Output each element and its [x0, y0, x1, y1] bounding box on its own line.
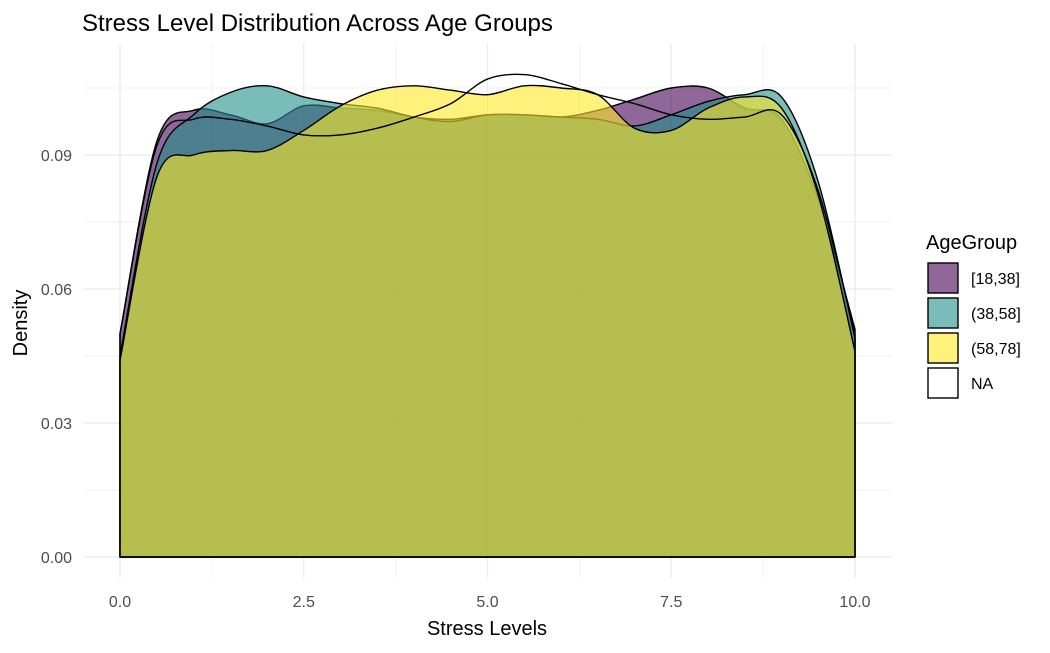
legend-swatch-58-78 [927, 332, 959, 364]
x-tick-labels: 0.0 2.5 5.0 7.5 10.0 [109, 594, 871, 611]
legend-title: AgeGroup [926, 232, 1017, 254]
legend-label: (58,78] [971, 341, 1021, 358]
x-tick-label: 0.0 [109, 594, 131, 611]
x-tick-label: 7.5 [660, 594, 682, 611]
x-tick-label: 10.0 [839, 594, 870, 611]
density-areas [119, 73, 856, 558]
legend-swatch-18-38 [927, 262, 959, 294]
x-tick-label: 5.0 [476, 594, 498, 611]
chart-title: Stress Level Distribution Across Age Gro… [82, 10, 553, 37]
x-tick-label: 2.5 [293, 594, 315, 611]
y-tick-label: 0.09 [41, 148, 72, 165]
legend: AgeGroup [18,38] (38,58] (58,78] NA [926, 232, 1021, 399]
legend-swatch-38-58 [927, 297, 959, 329]
legend-swatch-na [927, 367, 959, 399]
y-tick-labels: 0.00 0.03 0.06 0.09 [41, 148, 72, 567]
density-area-58-78 [119, 84, 856, 558]
y-tick-label: 0.00 [41, 550, 72, 567]
legend-label: [18,38] [971, 271, 1020, 288]
density-area-na [119, 73, 856, 558]
legend-items: [18,38] (38,58] (58,78] NA [927, 262, 1021, 399]
legend-label: NA [971, 376, 994, 393]
x-axis-label: Stress Levels [427, 618, 547, 640]
y-tick-label: 0.03 [41, 416, 72, 433]
y-tick-label: 0.06 [41, 282, 72, 299]
y-axis-label: Density [10, 290, 32, 357]
legend-label: (38,58] [971, 306, 1021, 323]
